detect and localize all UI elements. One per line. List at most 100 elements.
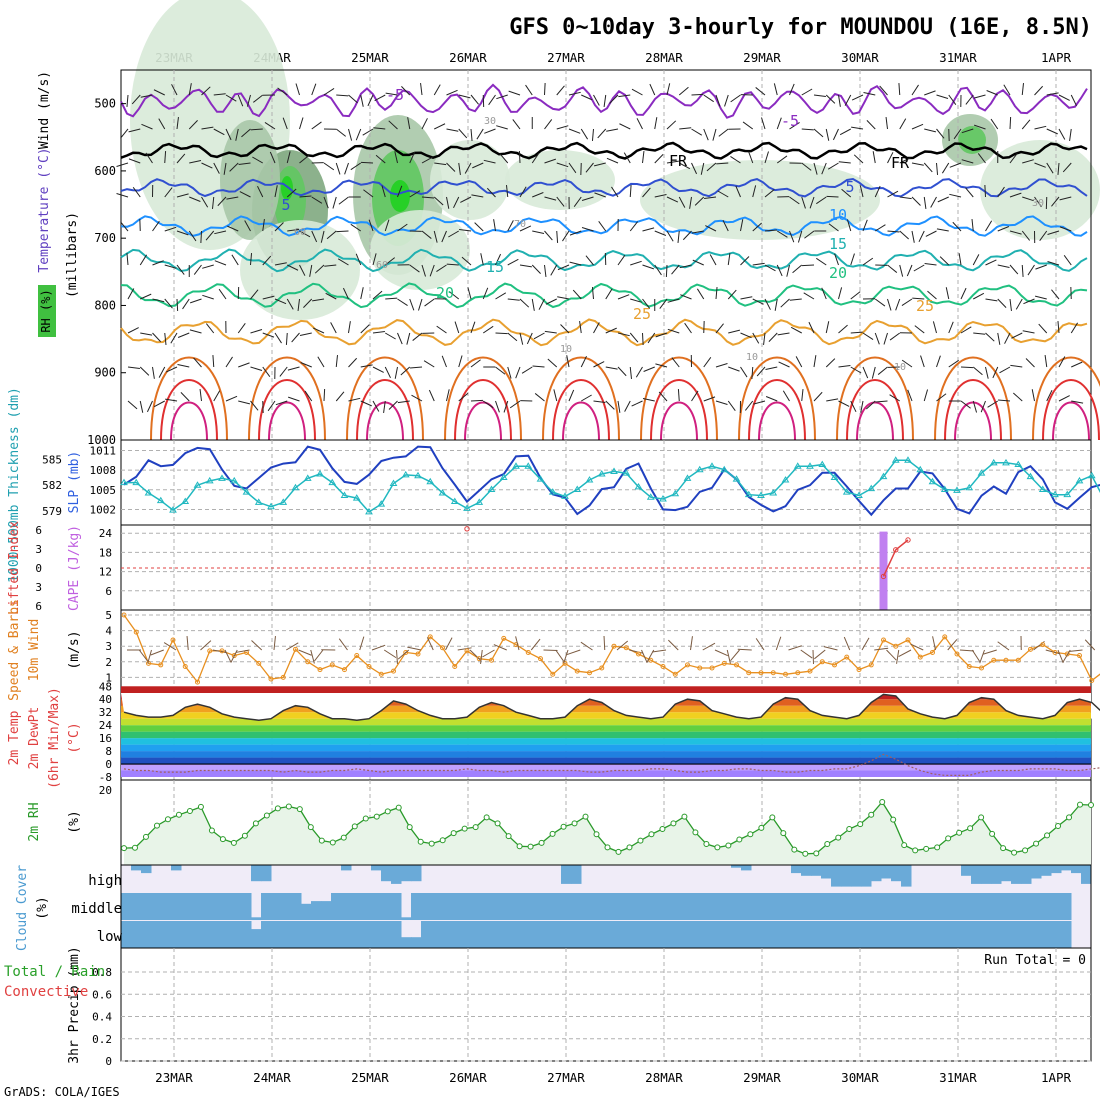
- wind-barb: [985, 332, 995, 342]
- wind-barb: [642, 398, 655, 402]
- cloud-cell: [301, 903, 312, 920]
- wind-barb: [176, 264, 185, 275]
- wind-barb: [1009, 230, 1022, 235]
- wind-barb: [556, 162, 569, 168]
- wind-barb: [360, 400, 372, 407]
- wind-speed-point: [1077, 653, 1082, 659]
- isotherm-loop: [356, 379, 414, 441]
- surface-wind-barb: [932, 636, 936, 651]
- cloud-cell: [271, 921, 282, 948]
- wind-barb: [556, 230, 559, 244]
- rh-point: [406, 824, 413, 831]
- wind-barb: [987, 400, 999, 408]
- wind-barb: [360, 364, 373, 368]
- rh-point: [824, 841, 831, 847]
- isotherm-loop: [366, 401, 404, 441]
- date-label-top: 28MAR: [645, 50, 683, 65]
- wind-barb: [1021, 83, 1025, 96]
- wind-barb: [841, 188, 852, 198]
- thickness-marker: [450, 497, 459, 505]
- wind-barb: [238, 400, 251, 405]
- wind-barb: [724, 94, 729, 107]
- wind-barb: [311, 230, 318, 243]
- wind-barb: [262, 295, 275, 300]
- wind-barb: [193, 264, 202, 275]
- thickness-marker: [634, 482, 643, 490]
- wind-barb: [834, 253, 839, 266]
- cloud-cell: [911, 893, 922, 920]
- cloud-cell: [551, 921, 562, 948]
- rh-point: [736, 836, 743, 843]
- cloud-cell: [191, 921, 202, 948]
- cloud-cell: [1001, 865, 1012, 882]
- wind-axis-label-c: (m/s): [67, 630, 82, 669]
- cloud-cell: [731, 893, 742, 920]
- cape-tick-label: 12: [99, 566, 112, 579]
- wind-speed-point: [403, 649, 409, 655]
- rh-point: [692, 829, 699, 836]
- wind-barb: [496, 94, 508, 100]
- cloud-cell: [371, 921, 382, 948]
- wind-speed-point: [170, 637, 176, 643]
- wind-tick-label: 1: [105, 671, 112, 684]
- thickness-marker: [267, 502, 275, 510]
- wind-barb: [164, 187, 173, 198]
- cloud-cell: [1051, 865, 1062, 874]
- slp-axis-label: SLP (mb): [67, 451, 82, 514]
- wind-barb: [703, 128, 709, 141]
- rh-point: [1011, 849, 1018, 856]
- wind-barb: [936, 162, 939, 175]
- cloud-cell: [411, 937, 422, 948]
- thickness-marker: [806, 462, 814, 469]
- wind-barb: [176, 230, 189, 236]
- wind-barb: [1009, 153, 1018, 164]
- wind-barb: [913, 264, 925, 272]
- date-label-bottom: 26MAR: [449, 1070, 487, 1085]
- wind-barb: [496, 125, 508, 130]
- wind-barb: [972, 366, 983, 376]
- wind-barb: [838, 161, 851, 164]
- wind-barb: [262, 255, 272, 266]
- cloud-cell: [931, 893, 942, 920]
- wind-barb: [585, 255, 594, 266]
- run-total-label: Run Total = 0: [984, 953, 1086, 968]
- cloud-cell: [781, 921, 792, 948]
- isotherm-label: -5: [781, 112, 799, 130]
- cloud-cell: [611, 893, 622, 920]
- surface-wind-barb: [150, 649, 164, 656]
- surface-wind-barb: [1068, 649, 1083, 652]
- cloud-cell: [501, 893, 512, 920]
- thickness-marker: [879, 472, 888, 480]
- surface-wind-barb: [814, 649, 826, 660]
- wind-barb: [1070, 94, 1077, 107]
- temperature-color-band: [121, 751, 1091, 758]
- wind-barb: [838, 324, 848, 334]
- wind-barb: [801, 196, 806, 209]
- wind-barb: [797, 230, 803, 243]
- cloud-unit-label: (%): [35, 896, 50, 919]
- wind-barb: [605, 400, 615, 410]
- cloud-cell: [771, 893, 782, 920]
- wind-barb: [323, 196, 329, 209]
- thickness-axis-label: 1000-500mb Thickness (dm): [7, 387, 22, 583]
- rh-point: [527, 843, 534, 850]
- rh-point: [604, 844, 611, 851]
- wind-barb: [874, 185, 881, 198]
- wind-barb: [654, 230, 667, 236]
- wind-barb: [1047, 230, 1060, 235]
- wind-barb: [593, 162, 606, 167]
- wind-barb: [562, 230, 570, 242]
- wind-barb: [139, 366, 150, 376]
- wind-barb: [277, 87, 288, 96]
- cloud-cell: [961, 921, 972, 948]
- cloud-cell: [371, 865, 382, 871]
- wind-barb: [850, 253, 855, 266]
- wind-speed-point: [599, 665, 605, 671]
- wind-barb: [813, 391, 823, 402]
- wind-barb: [531, 298, 535, 311]
- wind-speed-point: [1003, 657, 1009, 663]
- cloud-cell: [391, 921, 402, 948]
- wind-barb: [421, 118, 428, 130]
- wind-barb: [200, 230, 202, 244]
- cloud-cell: [291, 893, 302, 920]
